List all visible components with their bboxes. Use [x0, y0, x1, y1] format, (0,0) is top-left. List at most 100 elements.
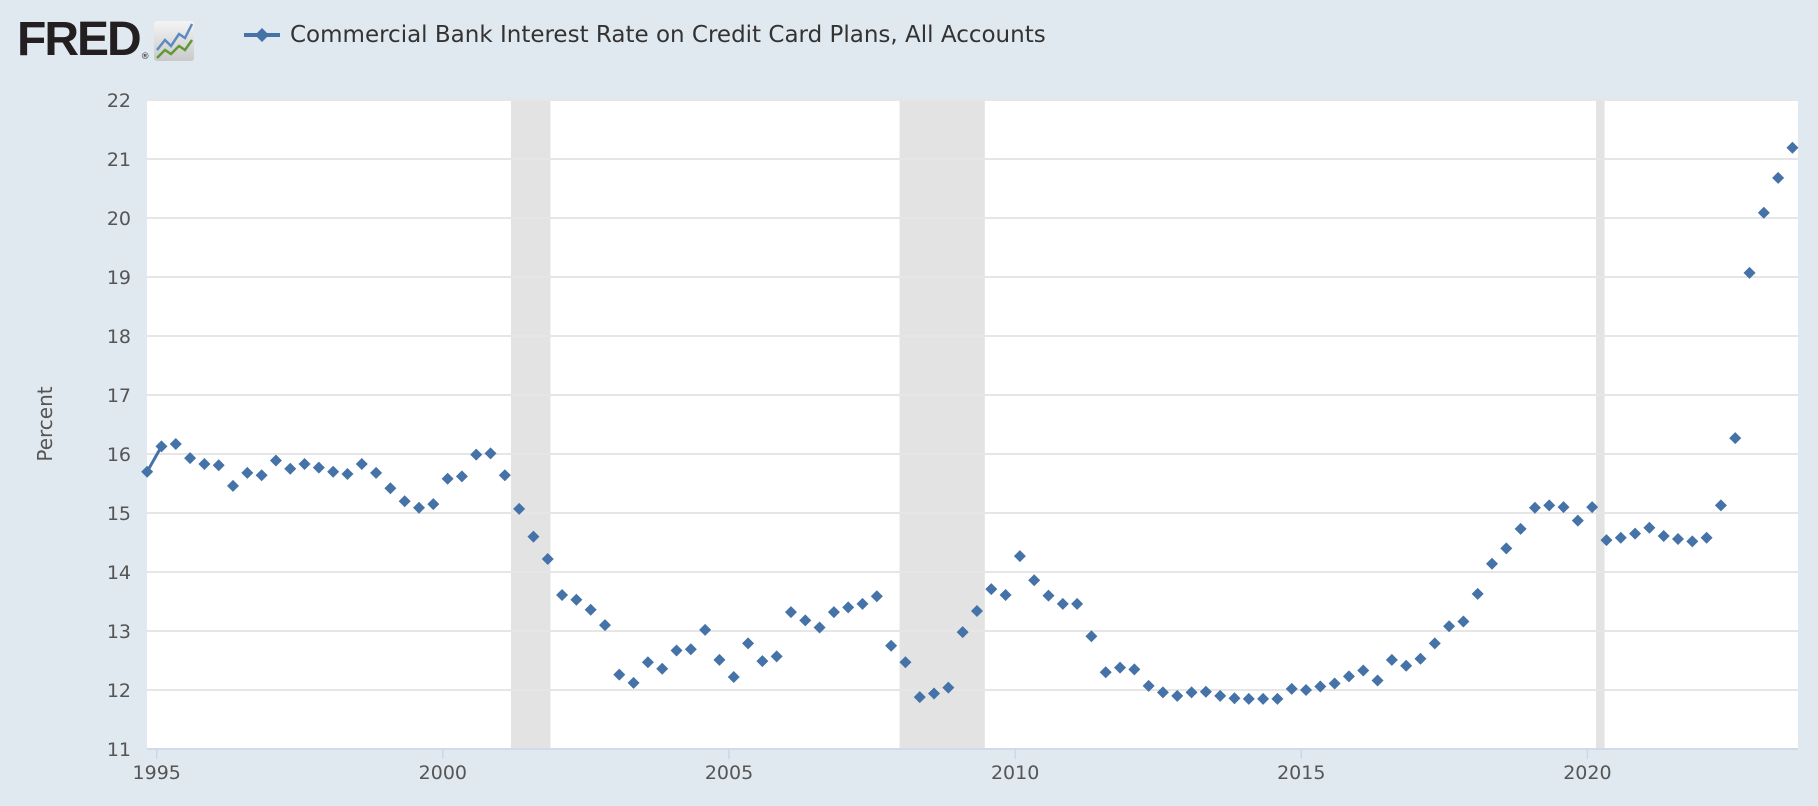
data-point[interactable]	[1743, 266, 1756, 279]
data-point[interactable]	[1142, 679, 1155, 692]
data-point[interactable]	[1013, 550, 1026, 563]
data-point[interactable]	[1056, 597, 1069, 610]
data-point[interactable]	[1772, 171, 1785, 184]
data-point[interactable]	[899, 656, 912, 669]
data-point[interactable]	[1400, 659, 1413, 672]
data-point[interactable]	[498, 469, 511, 482]
data-point[interactable]	[1486, 557, 1499, 570]
data-point[interactable]	[1500, 542, 1513, 555]
data-point[interactable]	[1700, 531, 1713, 544]
data-point[interactable]	[1543, 499, 1556, 512]
data-point[interactable]	[713, 653, 726, 666]
data-point[interactable]	[827, 606, 840, 619]
data-point[interactable]	[1085, 630, 1098, 643]
data-point[interactable]	[1314, 680, 1327, 693]
data-point[interactable]	[298, 458, 311, 471]
data-point[interactable]	[184, 452, 197, 465]
data-point[interactable]	[1528, 501, 1541, 514]
data-point[interactable]	[1729, 432, 1742, 445]
data-point[interactable]	[1099, 666, 1112, 679]
data-point[interactable]	[541, 553, 554, 566]
data-point[interactable]	[856, 597, 869, 610]
data-point[interactable]	[1128, 663, 1141, 676]
data-point[interactable]	[513, 502, 526, 515]
data-point[interactable]	[742, 637, 755, 650]
data-point[interactable]	[1171, 689, 1184, 702]
data-point[interactable]	[1185, 686, 1198, 699]
data-point[interactable]	[985, 583, 998, 596]
data-point[interactable]	[484, 447, 497, 460]
data-point[interactable]	[613, 668, 626, 681]
data-point[interactable]	[341, 468, 354, 481]
data-point[interactable]	[1443, 620, 1456, 633]
data-point[interactable]	[842, 601, 855, 614]
data-point[interactable]	[1385, 653, 1398, 666]
data-point[interactable]	[1428, 637, 1441, 650]
data-point[interactable]	[885, 639, 898, 652]
data-point[interactable]	[641, 656, 654, 669]
data-point[interactable]	[1671, 532, 1684, 545]
data-point[interactable]	[970, 604, 983, 617]
data-point[interactable]	[570, 593, 583, 606]
data-point[interactable]	[1657, 530, 1670, 543]
data-point[interactable]	[1042, 589, 1055, 602]
data-point[interactable]	[1757, 206, 1770, 219]
data-point[interactable]	[1028, 574, 1041, 587]
data-point[interactable]	[1614, 531, 1627, 544]
data-point[interactable]	[1714, 499, 1727, 512]
data-point[interactable]	[427, 498, 440, 511]
data-point[interactable]	[1342, 670, 1355, 683]
data-point[interactable]	[1228, 692, 1241, 705]
data-point[interactable]	[913, 691, 926, 704]
data-point[interactable]	[1300, 684, 1313, 696]
data-point[interactable]	[784, 606, 797, 619]
data-point[interactable]	[169, 437, 182, 450]
data-point[interactable]	[198, 458, 211, 471]
data-point[interactable]	[269, 454, 282, 467]
data-point[interactable]	[1514, 522, 1527, 535]
data-point[interactable]	[441, 472, 454, 485]
data-point[interactable]	[727, 671, 740, 684]
data-point[interactable]	[398, 495, 411, 508]
data-point[interactable]	[1643, 521, 1656, 534]
data-point[interactable]	[241, 466, 254, 479]
data-point[interactable]	[284, 462, 297, 475]
data-point[interactable]	[1328, 677, 1341, 690]
data-point[interactable]	[1357, 664, 1370, 677]
data-point[interactable]	[1600, 534, 1613, 547]
data-point[interactable]	[1557, 501, 1570, 514]
data-point[interactable]	[942, 681, 955, 694]
data-point[interactable]	[413, 501, 426, 514]
data-point[interactable]	[1199, 685, 1212, 698]
data-point[interactable]	[355, 458, 368, 471]
data-point[interactable]	[870, 590, 883, 603]
data-point[interactable]	[1214, 689, 1227, 702]
data-point[interactable]	[756, 655, 769, 668]
data-point[interactable]	[384, 482, 397, 495]
data-point[interactable]	[1285, 682, 1298, 695]
data-point[interactable]	[928, 687, 941, 700]
data-point[interactable]	[1571, 514, 1584, 527]
data-point[interactable]	[212, 459, 225, 472]
data-point[interactable]	[999, 589, 1012, 602]
data-point[interactable]	[1271, 692, 1284, 705]
data-point[interactable]	[1471, 587, 1484, 600]
data-point[interactable]	[1114, 661, 1127, 674]
data-point[interactable]	[1257, 692, 1270, 705]
data-point[interactable]	[670, 644, 683, 657]
fred-logo[interactable]: FRED ®	[17, 16, 195, 64]
data-point[interactable]	[684, 643, 697, 656]
data-point[interactable]	[227, 479, 240, 492]
data-point[interactable]	[1414, 652, 1427, 665]
data-point[interactable]	[1686, 535, 1699, 548]
data-point[interactable]	[327, 465, 340, 478]
data-point[interactable]	[598, 619, 611, 632]
data-point[interactable]	[656, 662, 669, 675]
data-point[interactable]	[1457, 615, 1470, 628]
data-point[interactable]	[155, 440, 168, 453]
data-point[interactable]	[1629, 527, 1642, 540]
data-point[interactable]	[1156, 686, 1169, 699]
data-point[interactable]	[799, 614, 812, 627]
data-point[interactable]	[956, 626, 969, 639]
data-point[interactable]	[527, 530, 540, 543]
